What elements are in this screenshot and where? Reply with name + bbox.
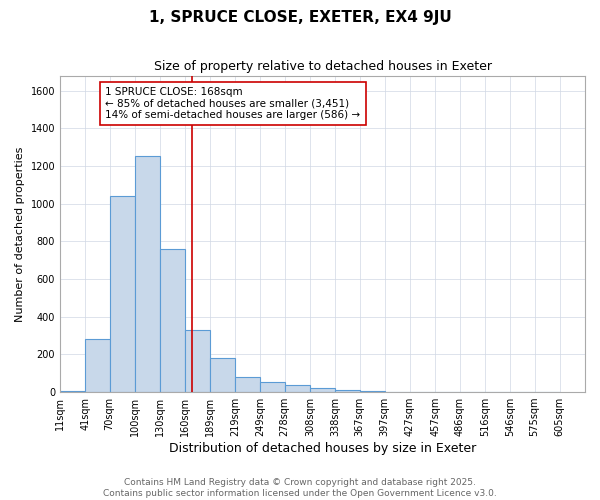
Bar xyxy=(185,330,210,392)
Bar xyxy=(110,196,135,392)
X-axis label: Distribution of detached houses by size in Exeter: Distribution of detached houses by size … xyxy=(169,442,476,455)
Title: Size of property relative to detached houses in Exeter: Size of property relative to detached ho… xyxy=(154,60,491,73)
Bar xyxy=(359,391,385,392)
Bar xyxy=(135,156,160,392)
Bar xyxy=(210,358,235,392)
Bar xyxy=(160,249,185,392)
Text: 1 SPRUCE CLOSE: 168sqm
← 85% of detached houses are smaller (3,451)
14% of semi-: 1 SPRUCE CLOSE: 168sqm ← 85% of detached… xyxy=(106,87,361,120)
Bar xyxy=(260,382,284,392)
Text: 1, SPRUCE CLOSE, EXETER, EX4 9JU: 1, SPRUCE CLOSE, EXETER, EX4 9JU xyxy=(149,10,451,25)
Bar xyxy=(60,391,85,392)
Text: Contains HM Land Registry data © Crown copyright and database right 2025.
Contai: Contains HM Land Registry data © Crown c… xyxy=(103,478,497,498)
Bar xyxy=(235,377,260,392)
Bar xyxy=(284,386,310,392)
Bar xyxy=(335,390,359,392)
Y-axis label: Number of detached properties: Number of detached properties xyxy=(15,146,25,322)
Bar xyxy=(85,340,110,392)
Bar xyxy=(310,388,335,392)
